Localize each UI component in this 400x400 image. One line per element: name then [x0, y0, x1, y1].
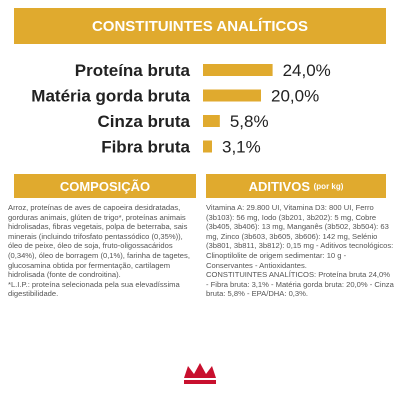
- bar: [203, 140, 212, 153]
- additives-unit: (por kg): [313, 181, 344, 191]
- bar: [203, 89, 261, 102]
- composition-note: *L.I.P.: proteína selecionada pela sua e…: [8, 279, 180, 299]
- analytics-rows: Proteína bruta 24,0% Matéria gorda bruta 20…: [31, 61, 331, 157]
- row-label: Cinza bruta: [97, 112, 190, 131]
- bar: [203, 115, 220, 127]
- composition-header: COMPOSIÇÃO: [14, 174, 196, 198]
- logo: [184, 363, 216, 384]
- row-label: Fibra bruta: [101, 138, 190, 157]
- row-label: Matéria gorda bruta: [31, 87, 190, 106]
- additives-analytic: CONSTITUINTES ANALÍTICOS: Proteína bruta…: [206, 270, 394, 299]
- additives-text-block: Vitamina A: 29.800 UI, Vitamina D3: 800 …: [206, 203, 394, 299]
- composition-text: Arroz, proteínas de aves de capoeira des…: [8, 203, 190, 280]
- analytics-header: CONSTITUINTES ANALÍTICOS: [14, 8, 386, 44]
- composition-text-block: Arroz, proteínas de aves de capoeira des…: [8, 203, 194, 299]
- value-label: 24,0%: [283, 61, 331, 80]
- bar: [203, 64, 273, 76]
- value-label: 20,0%: [271, 87, 319, 106]
- additives-title: ADITIVOS: [248, 178, 310, 194]
- row-label: Proteína bruta: [75, 61, 191, 80]
- additives-header: ADITIVOS (por kg): [206, 174, 386, 198]
- composition-title: COMPOSIÇÃO: [59, 178, 151, 194]
- value-label: 3,1%: [222, 138, 261, 157]
- additives-text: Vitamina A: 29.800 UI, Vitamina D3: 800 …: [206, 203, 394, 270]
- analytics-title: CONSTITUINTES ANALÍTICOS: [91, 17, 309, 35]
- value-label: 5,8%: [230, 112, 269, 131]
